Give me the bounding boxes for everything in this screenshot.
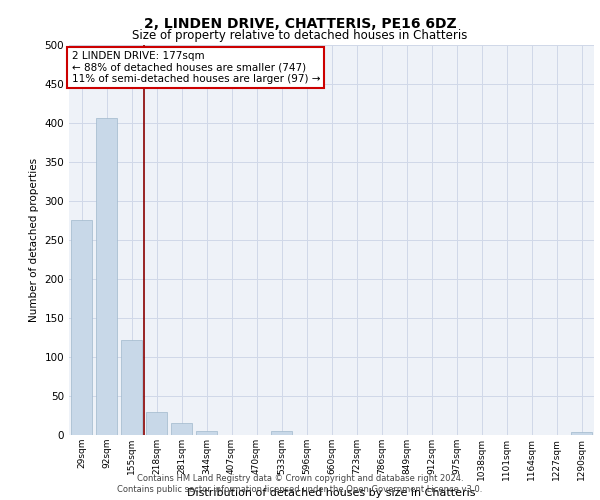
Bar [196, 431, 217, 435]
Text: Contains HM Land Registry data © Crown copyright and database right 2024.
Contai: Contains HM Land Registry data © Crown c… [118, 474, 482, 494]
Y-axis label: Number of detached properties: Number of detached properties [29, 158, 39, 322]
X-axis label: Distribution of detached houses by size in Chatteris: Distribution of detached houses by size … [187, 488, 476, 498]
Text: Size of property relative to detached houses in Chatteris: Size of property relative to detached ho… [133, 29, 467, 42]
Bar [271, 431, 292, 435]
Bar [571, 432, 592, 435]
Bar [96, 118, 117, 435]
Bar [171, 422, 192, 435]
Bar [146, 412, 167, 435]
Text: 2, LINDEN DRIVE, CHATTERIS, PE16 6DZ: 2, LINDEN DRIVE, CHATTERIS, PE16 6DZ [143, 18, 457, 32]
Bar [71, 220, 92, 435]
Text: 2 LINDEN DRIVE: 177sqm
← 88% of detached houses are smaller (747)
11% of semi-de: 2 LINDEN DRIVE: 177sqm ← 88% of detached… [71, 51, 320, 84]
Bar [121, 340, 142, 435]
